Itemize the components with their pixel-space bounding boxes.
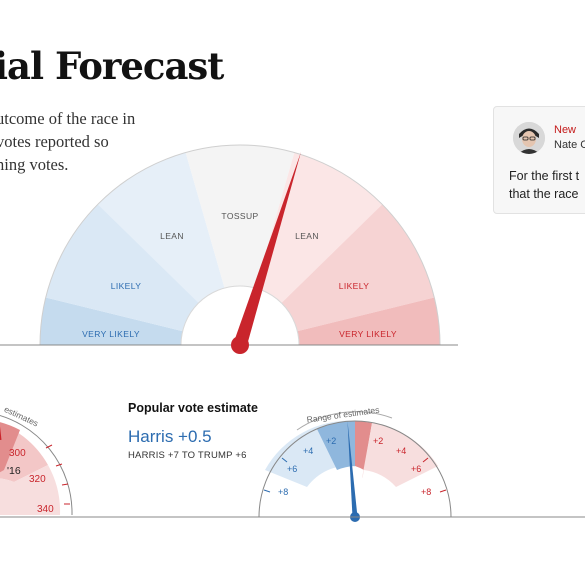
- popular-vote-gauge: Range of estimates +2 +4 +6 +8 +2 +4 +6 …: [0, 405, 585, 522]
- electoral-tick-320: 320: [29, 474, 46, 485]
- pv-tick-right-6: +6: [411, 464, 421, 474]
- electoral-tick-mark: [55, 463, 63, 467]
- pv-tick-right-4: +4: [396, 446, 406, 456]
- gauge-zone-lean-left-fill: [97, 152, 225, 304]
- intro-text: utcome of the race in votes reported so …: [0, 107, 166, 176]
- pv-red-core: [355, 421, 372, 517]
- gauge-inner-hub: [181, 286, 299, 345]
- pv-tick-left-8: +8: [278, 487, 288, 497]
- gauge-zone-tossup: [185, 144, 295, 289]
- pv-range-arc: [296, 411, 393, 431]
- electoral-marker-2016: '16: [7, 465, 21, 477]
- pv-tick-right-2: +2: [373, 436, 383, 446]
- gauge-hub-outline: [180, 285, 300, 346]
- pv-tick-mark: [439, 489, 447, 493]
- gauge-outline: [39, 144, 441, 346]
- pv-tick-right-8: +8: [421, 487, 431, 497]
- gauge-zone-lean-right: [255, 152, 383, 304]
- electoral-tick-mark: [45, 444, 53, 449]
- popular-vote-title: Popular vote estimate: [128, 401, 258, 415]
- pv-red-range: [355, 423, 438, 517]
- card-text-line: that the race: [509, 187, 579, 201]
- card-text: For the first t that the race: [509, 167, 579, 203]
- electoral-tick-340: 340: [37, 504, 54, 515]
- popular-vote-value: Harris +0.5: [128, 427, 212, 446]
- author-avatar: [513, 122, 545, 154]
- pv-blue-core: [317, 421, 355, 517]
- avatar-icon: [513, 122, 545, 154]
- gauge-zone-likely-right: [281, 204, 435, 332]
- zone-label-tossup: TOSSUP: [221, 211, 258, 221]
- card-text-line: For the first t: [509, 169, 580, 183]
- zone-label-very-likely-left: VERY LIKELY: [82, 329, 140, 339]
- electoral-arc: [0, 415, 73, 516]
- zone-label-likely-left: LIKELY: [111, 281, 142, 291]
- gauge-needle: [233, 152, 301, 347]
- pv-tick-mark: [422, 457, 429, 463]
- pv-outer-arc: [258, 420, 452, 518]
- pv-tick-left-2: +2: [326, 436, 336, 446]
- electoral-range-core: [0, 422, 20, 473]
- pv-tick-mark: [263, 489, 271, 493]
- new-badge: New: [554, 124, 577, 136]
- zone-label-lean-left: LEAN: [160, 231, 184, 241]
- gauge-needle-hub: [231, 336, 249, 354]
- pv-tick-left-4: +4: [303, 446, 313, 456]
- zone-label-very-likely-right: VERY LIKELY: [339, 329, 397, 339]
- popular-vote-range: HARRIS +7 TO TRUMP +6: [128, 450, 247, 461]
- gauge-zone-likely-left: [45, 204, 224, 332]
- pv-tick-mark: [281, 457, 288, 463]
- page-title: ial Forecast: [0, 44, 224, 88]
- intro-line: votes reported so: [0, 132, 109, 151]
- gauge-zone-very-likely-left: [39, 297, 183, 345]
- electoral-range-light: [0, 465, 61, 515]
- pv-tick-left-6: +6: [287, 464, 297, 474]
- gauge-zone-very-likely-right: [297, 297, 441, 345]
- pv-needle: [347, 421, 358, 517]
- author-name: Nate C: [554, 139, 585, 151]
- electoral-tick-mark: [61, 483, 69, 486]
- zone-label-likely-right: LIKELY: [339, 281, 370, 291]
- main-gauge: VERY LIKELY LIKELY LEAN TOSSUP LEAN LIKE…: [0, 144, 458, 354]
- electoral-tick-300: 300: [9, 448, 26, 459]
- live-update-card[interactable]: New Nate C For the first t that the race: [493, 106, 585, 214]
- intro-line: ning votes.: [0, 155, 69, 174]
- zone-label-lean-right: LEAN: [295, 231, 319, 241]
- electoral-gauge: estimates 300 320 340 '16: [0, 404, 73, 516]
- intro-line: utcome of the race in: [0, 109, 136, 128]
